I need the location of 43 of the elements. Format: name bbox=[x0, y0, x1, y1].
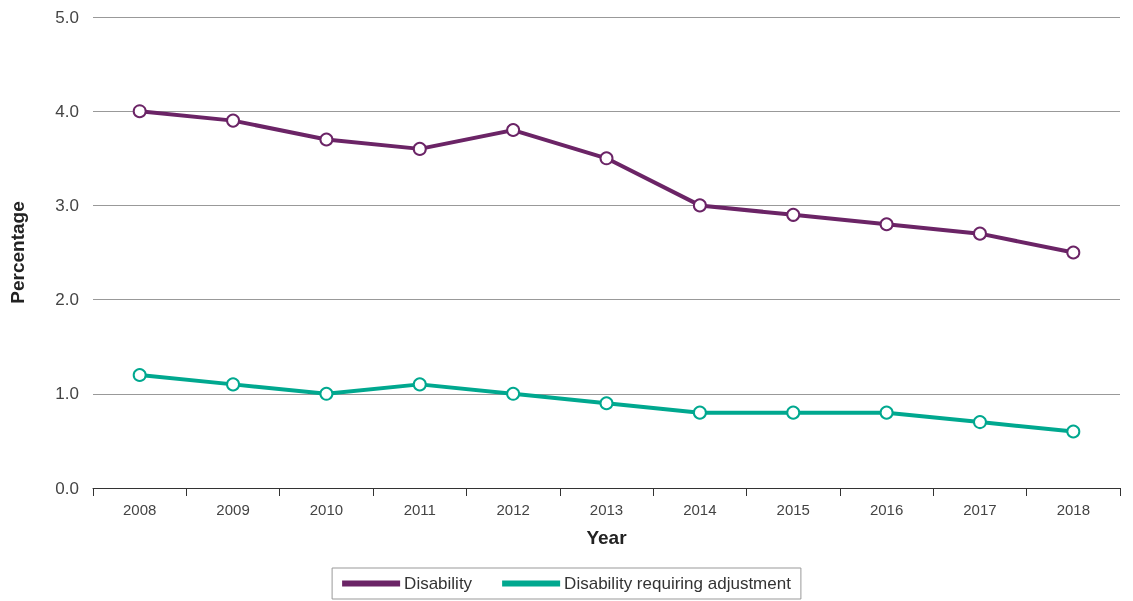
point bbox=[1066, 424, 1081, 439]
point bbox=[599, 151, 614, 166]
point bbox=[786, 405, 801, 420]
legend-label: Disability bbox=[404, 574, 473, 593]
point bbox=[226, 113, 241, 128]
y-axis-title: Percentage bbox=[7, 201, 28, 304]
x-tick-label: 2013 bbox=[589, 501, 624, 518]
point bbox=[506, 386, 521, 401]
legend-label: Disability requiring adjustment bbox=[564, 574, 792, 593]
point bbox=[972, 415, 987, 430]
point bbox=[319, 132, 334, 147]
x-tick-label: 2012 bbox=[496, 501, 530, 518]
x-tick-label: 2017 bbox=[963, 501, 997, 518]
point bbox=[786, 207, 801, 222]
y-tick-label: 3.0 bbox=[55, 195, 79, 215]
point bbox=[1066, 245, 1081, 260]
point bbox=[692, 405, 707, 420]
point bbox=[506, 123, 521, 138]
x-tick-label: 2009 bbox=[216, 501, 250, 518]
x-tick-label: 2016 bbox=[869, 501, 904, 518]
point bbox=[692, 198, 707, 213]
point bbox=[879, 405, 894, 420]
x-tick-label: 2011 bbox=[403, 501, 436, 518]
x-tick-label: 2008 bbox=[122, 501, 157, 518]
point bbox=[972, 226, 987, 241]
x-tick-label: 2015 bbox=[776, 501, 810, 518]
point bbox=[879, 217, 894, 232]
y-tick-label: 2.0 bbox=[55, 290, 79, 310]
x-tick-label: 2018 bbox=[1056, 501, 1091, 518]
point bbox=[412, 377, 427, 392]
point bbox=[226, 377, 241, 392]
x-tick-label: 2010 bbox=[309, 501, 344, 518]
point bbox=[412, 141, 427, 156]
point bbox=[132, 104, 147, 119]
point bbox=[319, 386, 334, 401]
y-tick-label: 0.0 bbox=[55, 478, 79, 498]
point bbox=[599, 396, 614, 411]
y-tick-label: 5.0 bbox=[55, 7, 79, 27]
y-tick-label: 1.0 bbox=[55, 384, 79, 404]
y-tick-label: 4.0 bbox=[55, 101, 79, 121]
point bbox=[132, 367, 147, 382]
x-axis-title: Year bbox=[586, 527, 628, 548]
x-tick-label: 2014 bbox=[683, 501, 717, 518]
